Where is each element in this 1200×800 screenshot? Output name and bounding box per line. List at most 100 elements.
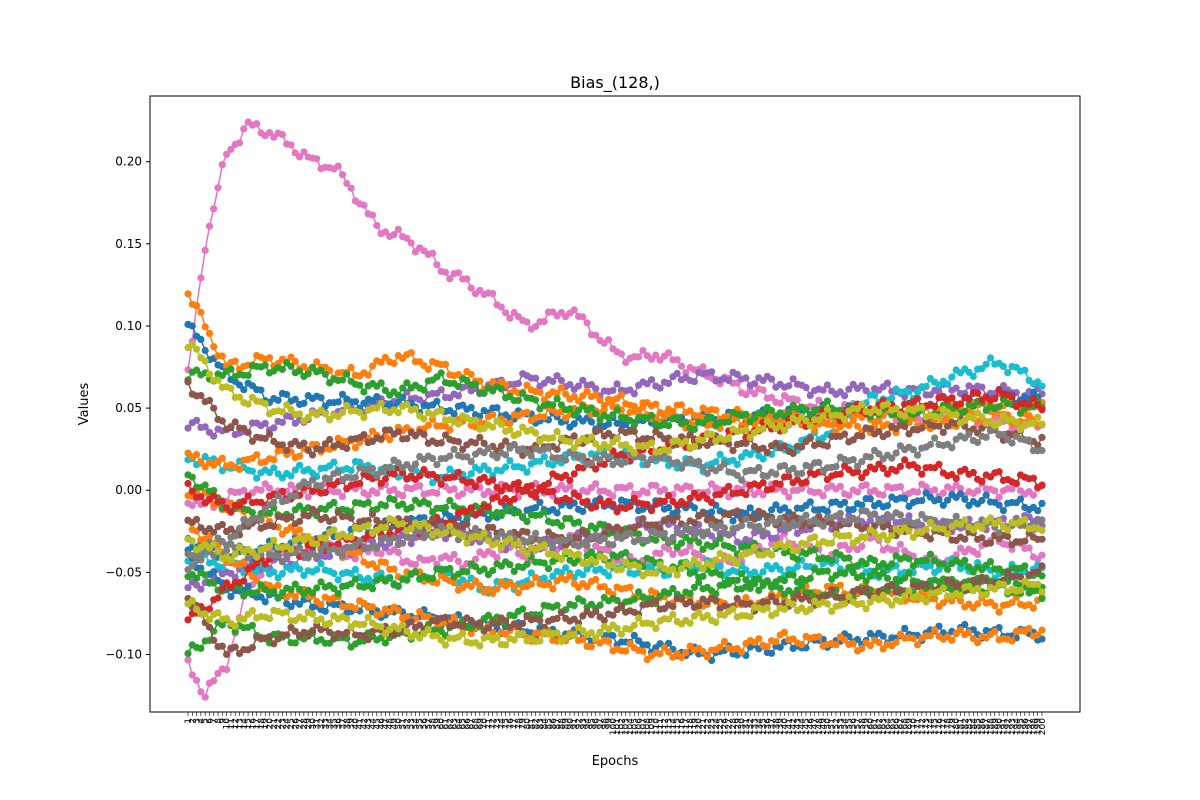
data-point bbox=[489, 411, 497, 419]
data-point bbox=[411, 561, 419, 569]
data-point bbox=[201, 693, 209, 701]
data-point bbox=[673, 507, 681, 515]
data-point bbox=[368, 537, 377, 546]
data-point bbox=[665, 504, 673, 512]
data-point bbox=[780, 487, 789, 495]
data-point bbox=[1004, 369, 1012, 377]
data-point bbox=[905, 569, 913, 577]
data-point bbox=[261, 361, 269, 369]
data-point bbox=[772, 470, 780, 478]
data-point bbox=[390, 496, 398, 504]
data-point bbox=[570, 306, 578, 314]
data-point bbox=[1038, 626, 1046, 634]
data-point bbox=[532, 374, 540, 382]
data-point bbox=[218, 161, 226, 169]
data-point bbox=[574, 492, 583, 500]
data-point bbox=[600, 616, 608, 625]
data-point bbox=[712, 596, 720, 604]
data-point bbox=[338, 376, 347, 384]
data-point bbox=[540, 413, 548, 421]
data-point bbox=[514, 479, 523, 487]
data-point bbox=[188, 473, 196, 481]
data-point bbox=[231, 418, 239, 426]
data-point bbox=[913, 394, 922, 403]
data-point bbox=[313, 358, 321, 366]
data-point bbox=[210, 432, 218, 440]
data-point bbox=[789, 449, 797, 458]
data-point bbox=[871, 556, 879, 565]
data-point bbox=[918, 470, 926, 478]
data-point bbox=[793, 521, 802, 529]
data-point bbox=[493, 404, 501, 412]
data-point bbox=[261, 598, 269, 606]
data-point bbox=[394, 548, 402, 557]
data-point bbox=[635, 521, 643, 529]
data-point bbox=[364, 491, 372, 499]
data-point bbox=[1025, 544, 1033, 552]
data-point bbox=[549, 585, 557, 593]
data-point bbox=[454, 468, 462, 476]
data-point bbox=[669, 603, 677, 611]
data-point bbox=[961, 620, 969, 629]
data-point bbox=[742, 374, 750, 382]
data-point bbox=[798, 484, 806, 492]
data-point bbox=[296, 526, 304, 534]
data-point bbox=[532, 529, 540, 537]
data-point bbox=[553, 372, 561, 380]
data-point bbox=[214, 594, 222, 602]
data-point bbox=[656, 550, 664, 558]
data-point bbox=[617, 350, 626, 358]
data-point bbox=[828, 421, 836, 429]
data-point bbox=[317, 600, 325, 609]
data-point bbox=[300, 439, 308, 447]
data-point bbox=[974, 389, 982, 397]
data-point bbox=[759, 455, 767, 463]
data-point bbox=[742, 410, 750, 418]
data-point bbox=[454, 557, 462, 566]
data-point bbox=[686, 542, 694, 550]
data-point bbox=[497, 385, 505, 393]
data-point bbox=[969, 372, 977, 381]
data-point bbox=[476, 619, 484, 627]
data-point bbox=[986, 558, 995, 566]
data-point bbox=[750, 580, 759, 588]
data-point bbox=[394, 606, 402, 614]
data-point bbox=[549, 401, 557, 409]
data-point bbox=[1008, 393, 1016, 401]
data-point bbox=[343, 370, 351, 378]
data-point bbox=[1034, 507, 1042, 515]
data-point bbox=[390, 231, 398, 239]
data-point bbox=[896, 483, 905, 491]
data-point bbox=[377, 358, 385, 366]
data-point bbox=[823, 508, 832, 516]
data-point bbox=[1029, 395, 1037, 403]
data-point bbox=[283, 390, 291, 399]
data-point bbox=[978, 534, 986, 542]
data-point bbox=[420, 514, 428, 522]
data-point bbox=[793, 562, 802, 571]
data-point bbox=[931, 403, 939, 411]
data-point bbox=[965, 395, 973, 403]
data-point bbox=[673, 513, 681, 521]
data-point bbox=[716, 450, 724, 458]
data-point bbox=[995, 608, 1003, 616]
data-point bbox=[939, 428, 947, 436]
data-point bbox=[373, 544, 381, 552]
data-point bbox=[673, 458, 681, 467]
data-point bbox=[888, 560, 896, 568]
data-point bbox=[441, 360, 450, 368]
data-point bbox=[257, 593, 265, 601]
data-point bbox=[686, 407, 694, 415]
data-point bbox=[622, 458, 630, 466]
data-point bbox=[523, 381, 531, 389]
data-point bbox=[291, 492, 299, 500]
data-point bbox=[265, 469, 274, 477]
data-point bbox=[828, 586, 836, 594]
data-point bbox=[742, 491, 750, 499]
data-point bbox=[218, 642, 226, 650]
data-point bbox=[403, 576, 411, 584]
data-point bbox=[454, 269, 462, 277]
data-point bbox=[278, 474, 286, 482]
data-point bbox=[699, 509, 707, 518]
data-point bbox=[553, 445, 561, 453]
